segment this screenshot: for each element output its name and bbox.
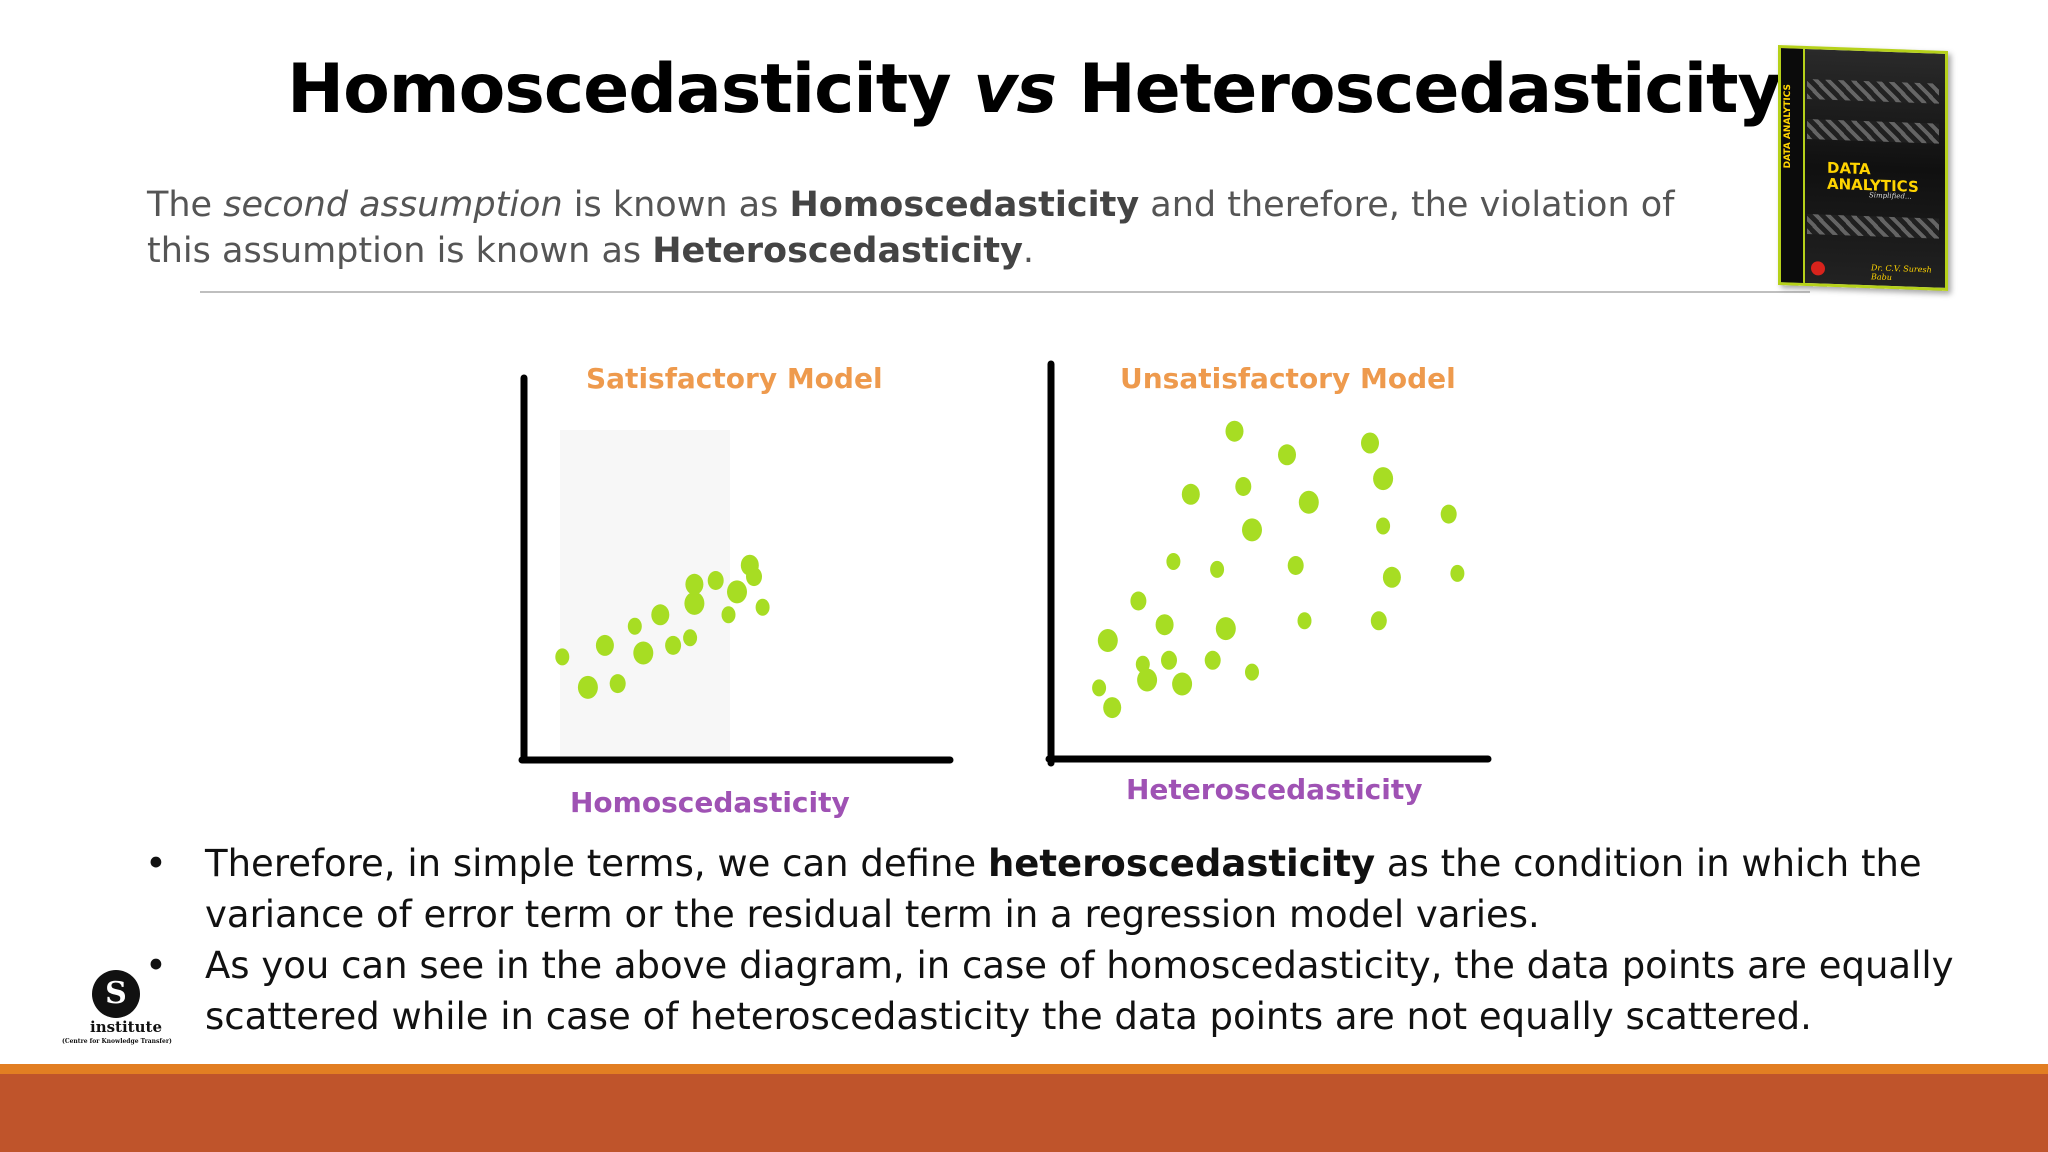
chart2-data-point [1215, 617, 1236, 641]
intro-text: and therefore, the violation of this ass… [147, 185, 1675, 271]
chart2-data-point [1242, 518, 1262, 542]
chart2-data-point [1137, 668, 1158, 692]
chart2-data-point [1370, 611, 1387, 631]
title-vs: vs [973, 50, 1057, 129]
bullet-text: as the condition in which the variance o… [205, 842, 1922, 936]
bullet-list: • Therefore, in simple terms, we can defi… [145, 838, 2005, 1042]
divider-line [200, 291, 1810, 293]
footer-stripe [0, 1064, 2048, 1074]
bullet-marker: • [145, 944, 167, 987]
chart2-data-point [1092, 679, 1107, 697]
chart1-data-point [755, 598, 770, 616]
chart1-data-point [609, 674, 626, 694]
logo-name: institute [90, 1018, 162, 1036]
chart1-data-point [721, 606, 736, 624]
title-part-homoscedasticity: Homoscedasticity [287, 50, 974, 129]
title-part-heteroscedasticity: Heteroscedasticity [1056, 50, 1782, 129]
chart1-data-point [746, 567, 762, 587]
chart2-data-point [1298, 490, 1319, 514]
chart2-data-point [1376, 517, 1391, 535]
chart2-data-point [1166, 553, 1181, 570]
chart1-data-point [651, 604, 670, 626]
chart2-data-point [1225, 420, 1244, 442]
chart1-data-point [684, 591, 705, 615]
chart1-xlabel: Homoscedasticity [570, 786, 850, 819]
chart1-data-point [577, 675, 598, 699]
intro-bold-heteroscedasticity: Heteroscedasticity [652, 231, 1023, 271]
chart2-data-point [1450, 564, 1465, 582]
chart1-data-point [627, 617, 642, 635]
chart1-data-point [685, 573, 704, 595]
intro-emphasis: second assumption [223, 185, 563, 225]
chart1-data-point [665, 635, 682, 655]
chart1-data-point [727, 580, 747, 604]
bullet-text: As you can see in the above diagram, in … [205, 944, 1954, 1038]
chart2-data-point [1440, 504, 1457, 524]
intro-paragraph: The second assumption is known as Homosc… [147, 182, 1707, 274]
chart2-data-point [1210, 560, 1225, 578]
chart2-data-point [1097, 629, 1118, 652]
bullet-bold-term: heteroscedasticity [987, 842, 1376, 885]
bullet-marker: • [145, 842, 167, 885]
chart2-data-point [1155, 614, 1174, 636]
chart2-xlabel: Heteroscedasticity [1126, 773, 1423, 806]
chart1-data-point [707, 571, 724, 590]
logo-mark: S [92, 970, 140, 1018]
bullet-item: • As you can see in the above diagram, in… [145, 940, 2005, 1042]
intro-period: . [1022, 231, 1035, 271]
faint-background-patch [560, 430, 730, 760]
chart2-data-point [1235, 477, 1252, 496]
chart1-points [555, 554, 770, 699]
chart2-title: Unsatisfactory Model [1120, 362, 1456, 395]
chart2-data-point [1181, 483, 1200, 505]
slide-title: Homoscedasticity vs Heteroscedasticity [0, 50, 2048, 129]
chart1-data-point [555, 648, 570, 666]
chart2-data-point [1245, 663, 1259, 681]
chart1-title: Satisfactory Model [586, 362, 883, 395]
intro-text: is known as [562, 185, 790, 225]
chart2-data-point [1204, 650, 1221, 670]
footer-band [0, 1074, 2048, 1152]
chart2-data-point [1278, 444, 1296, 466]
bullet-item: • Therefore, in simple terms, we can defi… [145, 838, 2005, 940]
intro-bold-homoscedasticity: Homoscedasticity [789, 185, 1140, 225]
chart2-data-point [1135, 655, 1150, 673]
chart1-data-point [683, 629, 698, 647]
chart2-data-point [1130, 591, 1147, 611]
chart2-data-point [1161, 650, 1177, 670]
chart2-data-point [1373, 467, 1394, 491]
bullet-text: Therefore, in simple terms, we can defin… [205, 842, 988, 885]
chart1-data-point [595, 634, 614, 656]
chart2-data-point [1297, 612, 1312, 630]
chart1-data-point [633, 641, 654, 665]
intro-text: The [147, 185, 224, 225]
chart2-points [1092, 420, 1465, 719]
chart2-data-point [1382, 566, 1401, 588]
chart2-data-point [1172, 672, 1193, 696]
chart2-data-point [1361, 432, 1379, 454]
chart2-data-point [1103, 697, 1122, 719]
institute-logo: S institute (Centre for Knowledge Transf… [58, 968, 172, 1058]
chart2-data-point [1287, 556, 1304, 575]
logo-tagline: (Centre for Knowledge Transfer) [62, 1038, 172, 1045]
